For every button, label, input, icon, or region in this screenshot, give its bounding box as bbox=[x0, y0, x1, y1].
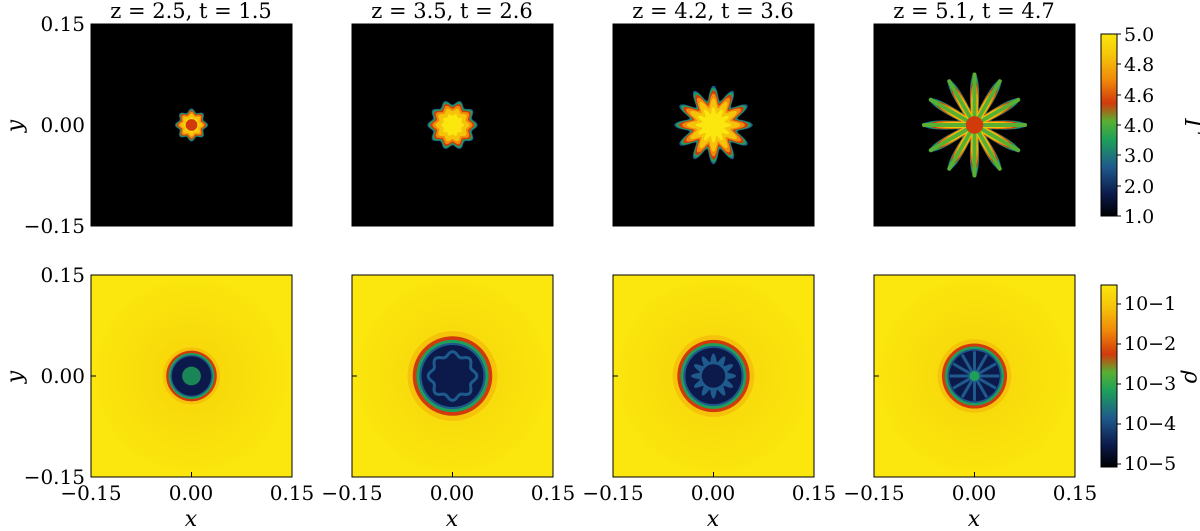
colorbar-tick-label: 2.0 bbox=[1124, 176, 1154, 198]
y-tick-label: 0.15 bbox=[40, 12, 85, 36]
x-tick-label: 0.15 bbox=[1053, 481, 1098, 505]
x-tick-label: −0.15 bbox=[321, 481, 382, 505]
x-tick-label: 0.00 bbox=[169, 481, 214, 505]
gamma-colorbar bbox=[1100, 33, 1118, 217]
gamma-blob bbox=[427, 101, 478, 149]
gamma-blob bbox=[174, 108, 209, 142]
x-tick-label: 0.00 bbox=[691, 481, 736, 505]
x-ticks: −0.15 0.00 0.15 −0.15 0.00 0.15 −0.15 0.… bbox=[60, 481, 1097, 505]
gamma-blob bbox=[674, 85, 753, 165]
rho-blob bbox=[407, 331, 498, 421]
rho-center bbox=[969, 371, 980, 381]
colorbar-tick-label: 10−1 bbox=[1124, 293, 1176, 315]
y-tick-label: 0.00 bbox=[40, 364, 85, 388]
x-axis-label: x bbox=[446, 507, 459, 531]
rho-colorbar bbox=[1100, 284, 1118, 468]
y-axis-label: y bbox=[3, 370, 28, 384]
y-tick-label: 0.15 bbox=[40, 263, 85, 287]
panel-title: z = 5.1, t = 4.7 bbox=[893, 0, 1055, 23]
rho-row bbox=[91, 275, 1075, 477]
rho-center bbox=[701, 364, 726, 388]
gamma-colorbar-label: Γ bbox=[1179, 117, 1200, 134]
y-axis-label: y bbox=[3, 119, 28, 133]
rho-cavity bbox=[421, 345, 484, 407]
rho-blobs bbox=[162, 331, 1012, 421]
x-tick-label: 0.15 bbox=[792, 481, 837, 505]
gamma-row bbox=[91, 24, 1075, 226]
rho-blob bbox=[937, 339, 1012, 413]
x-tick-label: −0.15 bbox=[60, 481, 121, 505]
y-tick-label: 0.00 bbox=[40, 113, 85, 137]
panel-title: z = 3.5, t = 2.6 bbox=[371, 0, 533, 23]
colorbar-tick-label: 1.0 bbox=[1124, 206, 1154, 228]
panel-title: z = 2.5, t = 1.5 bbox=[110, 0, 272, 23]
gamma-contour bbox=[441, 114, 464, 136]
y-tick-label: −0.15 bbox=[24, 214, 85, 238]
rho-blob bbox=[672, 335, 755, 417]
rho-blob bbox=[162, 347, 221, 405]
colorbar-tick-label: 4.6 bbox=[1124, 85, 1154, 107]
x-axis-label: x bbox=[968, 507, 981, 531]
gamma-blobs bbox=[174, 72, 1028, 178]
rho-center bbox=[182, 366, 201, 386]
rho-colorbar-label: ρ bbox=[1179, 370, 1200, 384]
x-tick-label: −0.15 bbox=[843, 481, 904, 505]
tick-marks bbox=[90, 23, 1076, 478]
colorbar-tick-label: 3.0 bbox=[1124, 145, 1154, 167]
x-tick-label: 0.15 bbox=[531, 481, 576, 505]
x-axis-label: x bbox=[707, 507, 720, 531]
y-tick-label: −0.15 bbox=[24, 465, 85, 489]
x-tick-label: 0.00 bbox=[952, 481, 997, 505]
colorbar-tick-label: 10−5 bbox=[1124, 453, 1176, 475]
x-axis-label: x bbox=[185, 507, 198, 531]
colorbar-tick-label: 5.0 bbox=[1124, 24, 1154, 46]
x-tick-label: 0.15 bbox=[270, 481, 315, 505]
gamma-contour bbox=[695, 107, 732, 143]
x-tick-label: 0.00 bbox=[430, 481, 475, 505]
colorbar-tick-label: 10−3 bbox=[1124, 373, 1176, 395]
panel-title: z = 4.2, t = 3.6 bbox=[632, 0, 794, 23]
gamma-core bbox=[965, 116, 984, 134]
colorbar-tick-label: 4.0 bbox=[1124, 115, 1154, 137]
x-tick-label: −0.15 bbox=[582, 481, 643, 505]
colorbar-tick-label: 10−4 bbox=[1124, 413, 1176, 435]
rho-inner-ring bbox=[426, 350, 479, 402]
colorbar-tick-label: 4.8 bbox=[1124, 54, 1154, 76]
gamma-core bbox=[185, 119, 198, 131]
gamma-blob bbox=[921, 72, 1028, 178]
colorbar-tick-label: 10−2 bbox=[1124, 333, 1176, 355]
